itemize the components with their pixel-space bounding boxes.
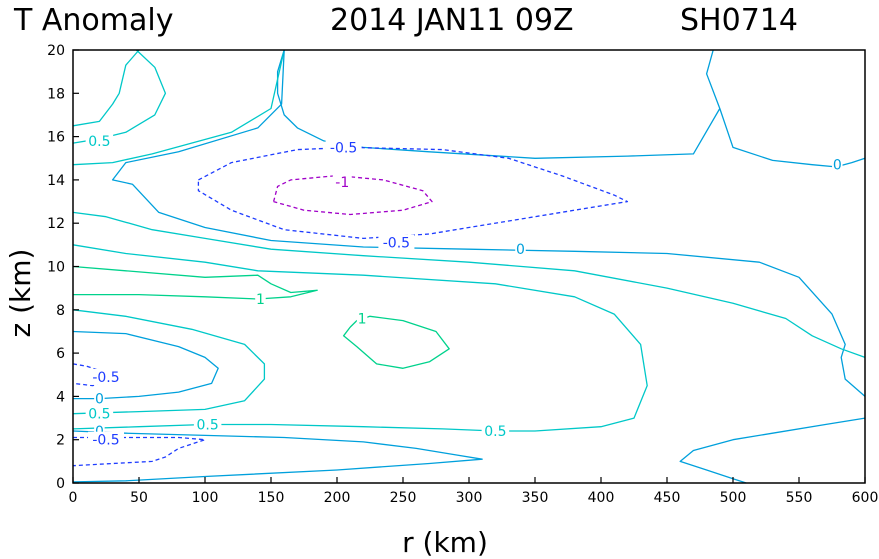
x-axis-label: r (km) (402, 526, 488, 559)
y-axis-ticks: 0 2 4 6 8 10 12 14 16 18 20 (47, 43, 79, 492)
y-axis-label: z (km) (4, 249, 37, 338)
contour-label-bg-2 (332, 174, 352, 191)
contour-line-5 (111, 49, 866, 397)
contour-label-3: 0 (833, 158, 842, 174)
contour-line-12 (72, 309, 266, 415)
contour-label-4: -0.5 (383, 236, 410, 252)
contour-line-7 (272, 174, 433, 216)
y-tick-label-10: 20 (47, 43, 65, 59)
x-tick-label-2: 100 (192, 490, 219, 506)
contour-line-8 (72, 211, 866, 359)
contour-label-bg-3 (832, 156, 843, 173)
contour-label-bg-11 (193, 416, 222, 433)
contour-line-6 (197, 146, 629, 240)
contour-label-bg-8 (88, 368, 124, 385)
contour-line-9 (72, 244, 648, 432)
x-tick-label-8: 400 (588, 490, 615, 506)
contour-line-3 (72, 49, 140, 127)
x-axis-ticks: 0 50 100 150 200 250 300 350 400 450 500 550 600 (69, 477, 879, 506)
contour-label-bg-0 (85, 132, 114, 149)
contour-label-bg-12 (94, 423, 105, 440)
y-tick-label-1: 2 (56, 433, 65, 449)
contour-label-bg-10 (85, 405, 114, 422)
contour-label-bg-9 (94, 390, 105, 407)
x-tick-label-5: 250 (390, 490, 417, 506)
contour-label-7: 1 (358, 311, 367, 327)
x-tick-label-7: 350 (522, 490, 549, 506)
y-tick-label-9: 18 (47, 86, 65, 102)
contour-label-0: 0.5 (88, 134, 110, 150)
contour-label-bg-1 (325, 139, 362, 156)
contour-label-bg-13 (88, 431, 124, 448)
contour-label-bg-4 (378, 234, 415, 251)
contour-label-14: 0.5 (484, 424, 506, 440)
x-tick-label-1: 50 (130, 490, 148, 506)
contour-line-16 (72, 436, 206, 467)
y-tick-label-6: 12 (47, 216, 65, 232)
contour-label-13: -0.5 (92, 433, 119, 449)
x-tick-label-9: 450 (654, 490, 681, 506)
y-tick-label-8: 16 (47, 130, 65, 146)
contour-label-1: -0.5 (330, 140, 357, 156)
contour-lines (72, 49, 866, 484)
contour-line-13 (72, 330, 219, 400)
x-tick-label-3: 150 (258, 490, 285, 506)
x-tick-label-10: 500 (720, 490, 747, 506)
contour-line-15 (72, 430, 483, 483)
y-tick-label-7: 14 (47, 173, 65, 189)
x-tick-label-4: 200 (324, 490, 351, 506)
x-tick-label-12: 600 (852, 490, 879, 506)
contour-line-2 (719, 108, 866, 168)
x-tick-label-0: 0 (69, 490, 78, 506)
contour-label-10: 0.5 (88, 407, 110, 423)
contour-label-bg-14 (481, 423, 510, 440)
contour-label-6: 1 (256, 292, 265, 308)
chart-title: T Anomaly (13, 3, 173, 38)
y-tick-label-0: 0 (56, 476, 65, 492)
contour-label-bg-7 (356, 310, 368, 327)
contour-line-0 (72, 49, 167, 144)
contour-line-17 (679, 417, 866, 484)
y-tick-label-2: 4 (56, 389, 65, 405)
plot-frame (72, 49, 866, 484)
contour-label-bg-5 (515, 241, 526, 258)
x-tick-label-6: 300 (456, 490, 483, 506)
contour-label-9: 0 (95, 392, 104, 408)
contour-line-11 (342, 315, 450, 369)
x-tick-label-11: 550 (786, 490, 813, 506)
y-tick-label-5: 10 (47, 260, 65, 276)
chart-date: 2014 JAN11 09Z (330, 3, 574, 38)
contour-label-5: 0 (516, 242, 525, 258)
contour-line-10 (72, 265, 318, 300)
contour-label-bg-6 (255, 290, 266, 307)
y-tick-label-3: 6 (56, 346, 65, 362)
contour-line-4 (72, 49, 285, 166)
contour-label-2: -1 (335, 175, 349, 191)
contour-line-14 (72, 363, 114, 387)
contour-label-8: -0.5 (92, 370, 119, 386)
chart-storm-id: SH0714 (680, 3, 798, 38)
y-tick-label-4: 8 (56, 303, 65, 319)
contour-label-11: 0.5 (197, 418, 219, 434)
contour-line-1 (276, 49, 721, 159)
